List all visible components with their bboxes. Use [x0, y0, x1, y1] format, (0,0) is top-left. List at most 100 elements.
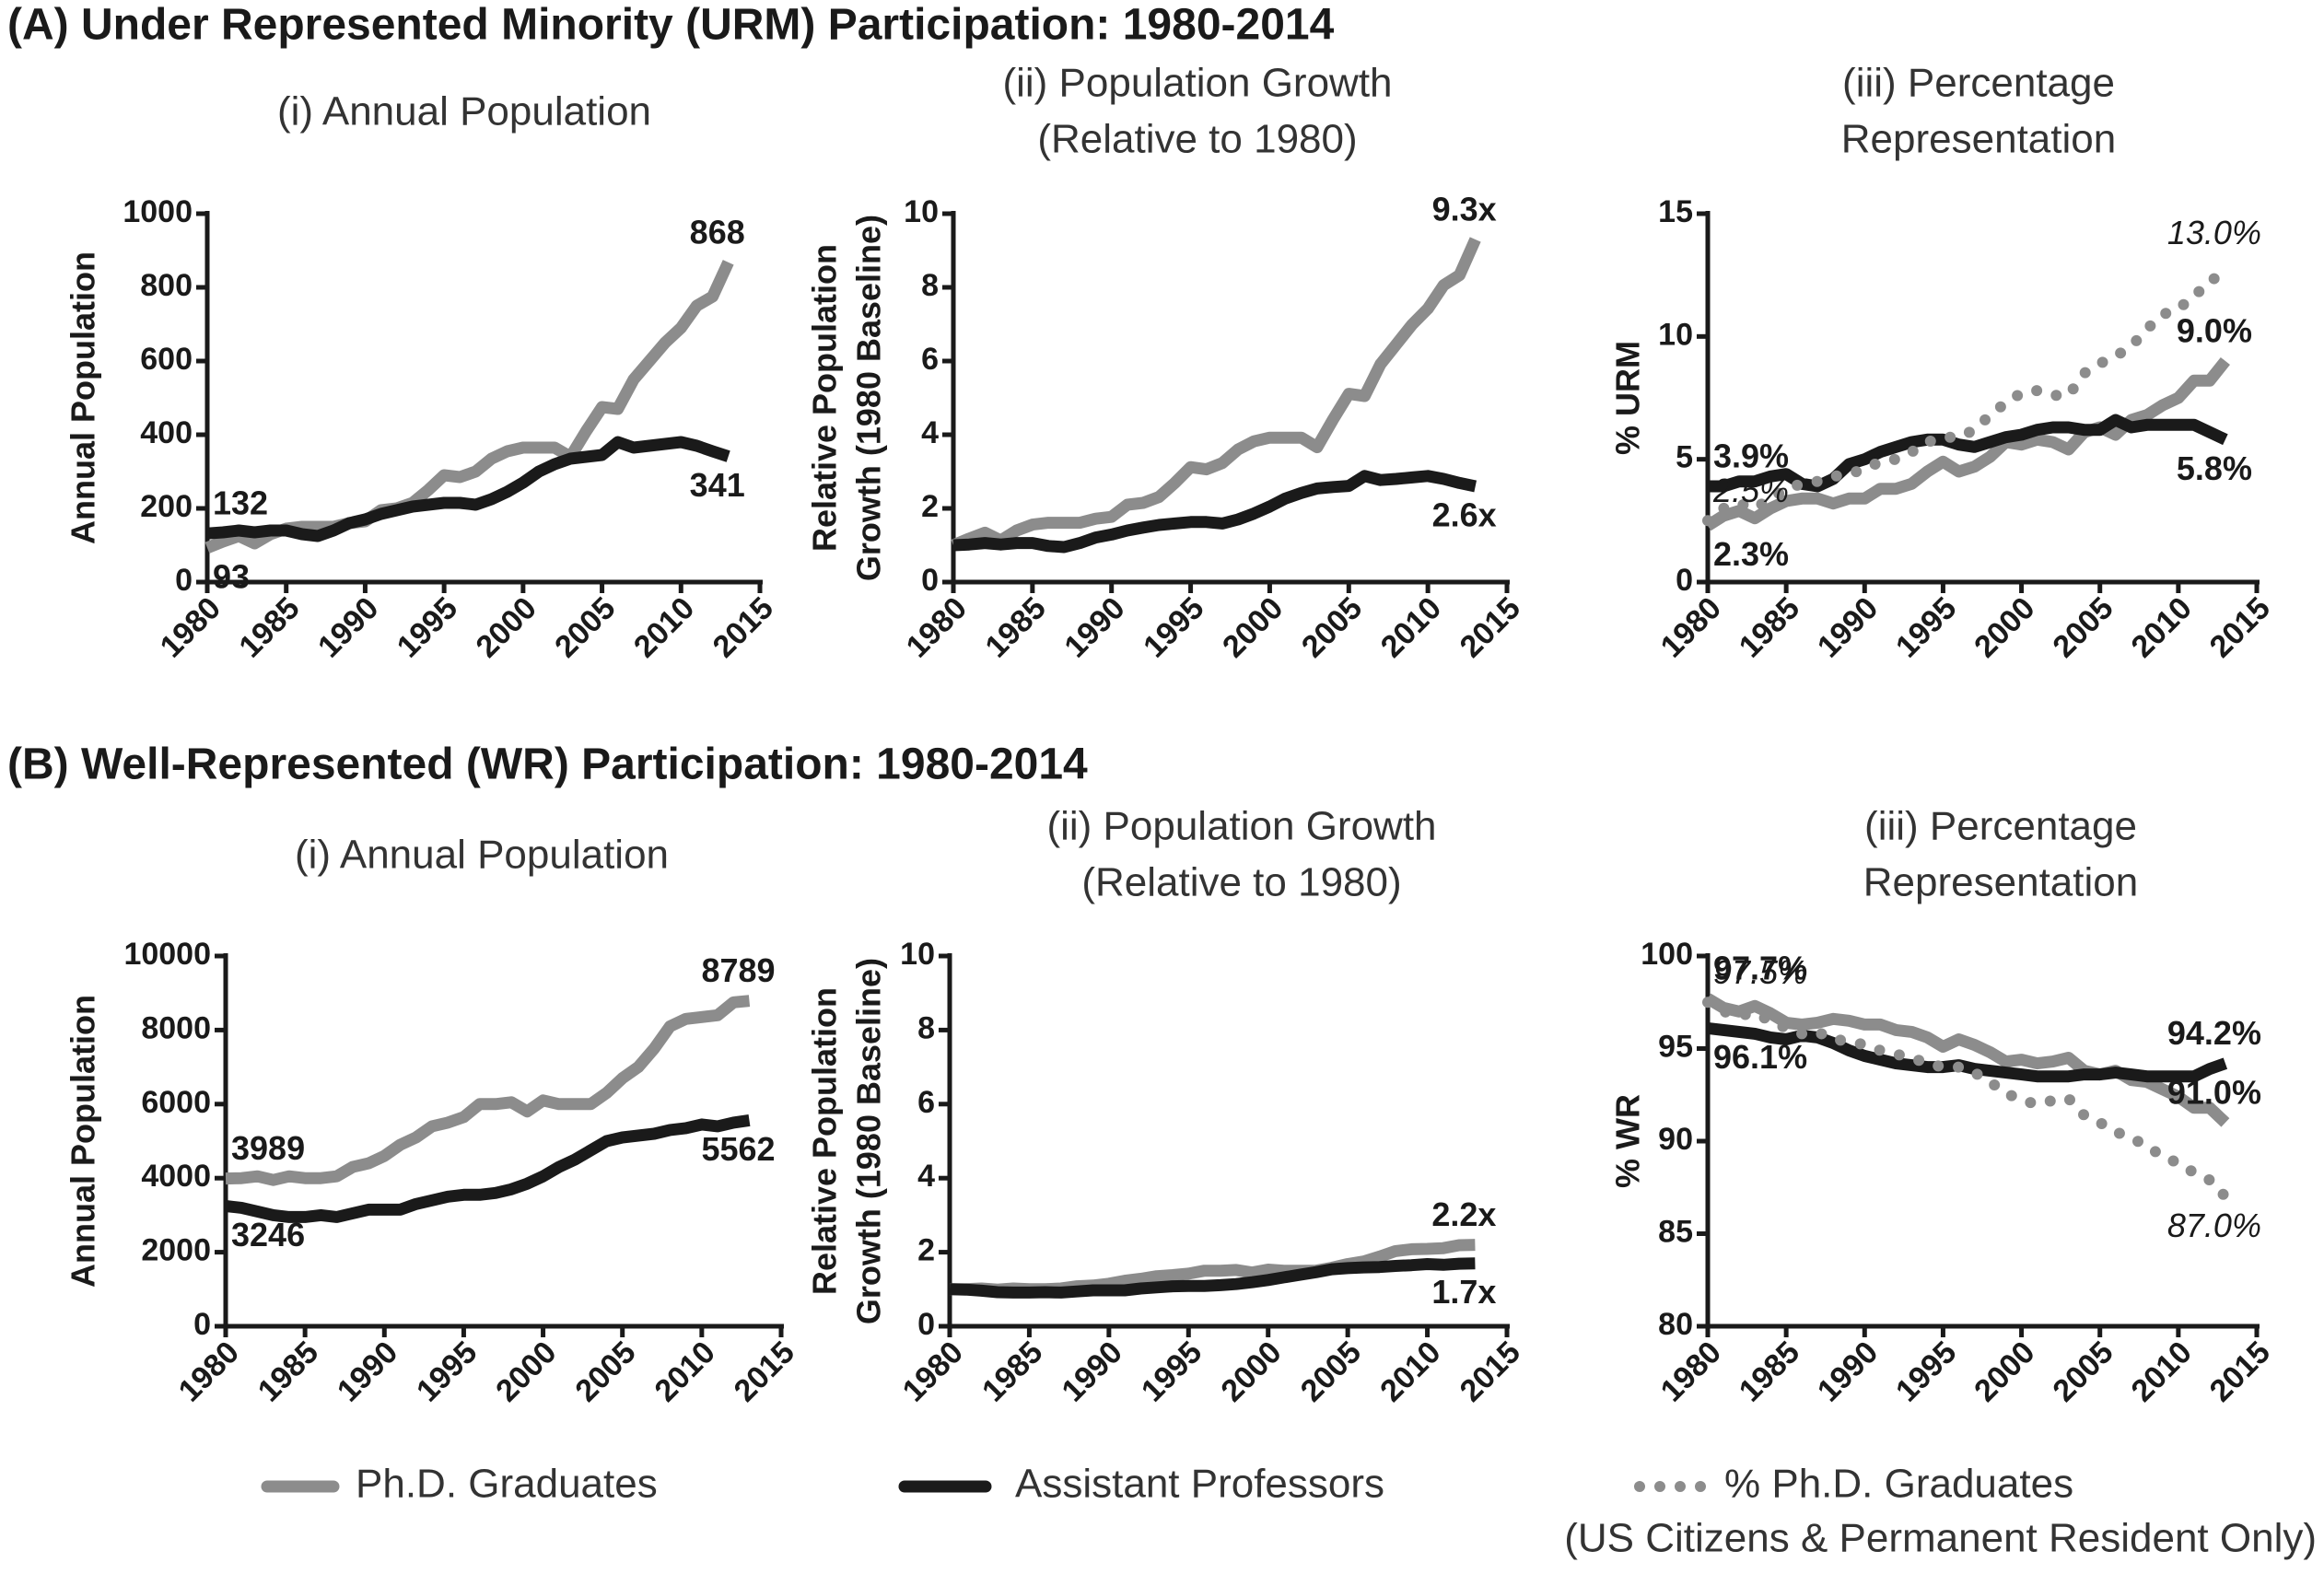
- series-line: [1704, 356, 2230, 531]
- x-tick-label: 1995: [1135, 1335, 1209, 1408]
- x-tick-label: 2005: [1295, 590, 1369, 664]
- series-line: [225, 1113, 751, 1223]
- y-tick-label: 95: [1658, 1029, 1693, 1064]
- x-tick-label: 2015: [1454, 1335, 1527, 1408]
- x-tick-label: 1980: [900, 590, 974, 664]
- chart-title: (ii) Population Growth: [1046, 804, 1436, 849]
- x-tick-label: 1980: [172, 1335, 246, 1408]
- y-tick-label: 85: [1658, 1214, 1693, 1249]
- value-label: 2.3%: [1713, 535, 1789, 573]
- x-tick-label: 2010: [1373, 1335, 1447, 1408]
- x-tick-label: 2005: [568, 1335, 642, 1408]
- value-label: 96.1%: [1713, 1038, 1807, 1076]
- y-tick-label: 6000: [141, 1085, 211, 1120]
- x-tick-label: 1995: [410, 1335, 484, 1408]
- value-label: 97.7%: [1713, 950, 1807, 987]
- x-tick-label: 2000: [1968, 1335, 2041, 1408]
- y-tick-label: 2: [921, 489, 939, 524]
- y-tick-label: 8: [921, 268, 939, 303]
- chart-title: (ii) Population Growth: [1002, 61, 1392, 106]
- value-label: 3989: [231, 1129, 305, 1167]
- y-tick-label: 800: [140, 268, 193, 303]
- series-line: [951, 237, 1481, 551]
- y-tick-label: 6: [921, 342, 939, 377]
- chart-title: Representation: [1841, 117, 2116, 162]
- value-label: 9.3x: [1432, 191, 1497, 228]
- y-tick-label: 15: [1658, 194, 1693, 229]
- y-tick-label: 10: [900, 937, 935, 972]
- y-tick-label: 0: [193, 1307, 211, 1342]
- series-line: [206, 436, 730, 542]
- legend-note: (US Citizens & Permanent Resident Only): [1564, 1516, 2317, 1561]
- y-tick-label: 600: [140, 342, 193, 377]
- y-tick-label: 10: [1658, 317, 1693, 352]
- x-tick-label: 2010: [2125, 590, 2199, 664]
- y-axis-label: Growth (1980 Baseline): [850, 215, 888, 581]
- x-tick-label: 2010: [627, 590, 701, 664]
- value-label: 1.7x: [1431, 1273, 1496, 1311]
- x-tick-label: 2000: [1968, 590, 2041, 664]
- value-label: 8789: [701, 951, 775, 989]
- x-tick-label: 2000: [489, 1335, 563, 1408]
- value-label: 93: [213, 557, 250, 595]
- value-label: 2.5%: [1712, 472, 1789, 509]
- y-tick-label: 8: [917, 1010, 935, 1045]
- chart-title: (Relative to 1980): [1037, 117, 1357, 162]
- series-line: [952, 470, 1477, 554]
- x-tick-label: 2005: [2046, 590, 2120, 664]
- x-tick-label: 1985: [232, 590, 306, 664]
- chart-title: (Relative to 1980): [1081, 860, 1401, 905]
- x-tick-label: 1995: [1137, 590, 1210, 664]
- x-tick-label: 1995: [391, 590, 464, 664]
- value-label: 97.5%: [1713, 953, 1807, 991]
- x-tick-label: 2015: [728, 1335, 801, 1408]
- value-label: 9.0%: [2177, 312, 2252, 350]
- value-label: 3246: [231, 1216, 305, 1253]
- x-tick-label: 1985: [979, 590, 1053, 664]
- y-tick-label: 0: [175, 563, 193, 598]
- y-axis-label: Annual Population: [64, 251, 102, 544]
- y-tick-label: 100: [1641, 937, 1693, 972]
- x-tick-label: 1995: [1889, 590, 1963, 664]
- value-label: 341: [690, 466, 745, 504]
- value-label: 2.6x: [1432, 496, 1497, 534]
- y-axis-label: Growth (1980 Baseline): [850, 958, 888, 1324]
- series-line: [1707, 1021, 2228, 1083]
- x-tick-label: 1990: [1056, 1335, 1129, 1408]
- y-axis-label: % URM: [1609, 341, 1647, 455]
- x-tick-label: 1980: [896, 1335, 970, 1408]
- x-tick-label: 2015: [707, 590, 780, 664]
- value-label: 94.2%: [2167, 1014, 2261, 1052]
- chart-title: (i) Annual Population: [277, 89, 651, 134]
- y-tick-label: 1000: [123, 194, 193, 229]
- section-heading: (B) Well-Represented (WR) Participation:…: [7, 740, 1088, 789]
- x-tick-label: 2015: [1454, 590, 1527, 664]
- series-line: [949, 1257, 1476, 1299]
- x-tick-label: 1985: [251, 1335, 325, 1408]
- value-label: 5.8%: [2177, 449, 2252, 487]
- x-tick-label: 2005: [1294, 1335, 1368, 1408]
- legend-label: Ph.D. Graduates: [356, 1462, 658, 1507]
- x-tick-label: 1985: [975, 1335, 1049, 1408]
- legend-label: % Ph.D. Graduates: [1724, 1462, 2073, 1507]
- y-axis-label: Annual Population: [64, 995, 102, 1288]
- chart-title: (iii) Percentage: [1842, 61, 2115, 106]
- y-axis-label: Relative Population: [806, 987, 844, 1295]
- chart-title: (iii) Percentage: [1864, 804, 2137, 849]
- y-tick-label: 4: [921, 415, 939, 450]
- x-tick-label: 1980: [154, 590, 228, 664]
- y-axis-label: % WR: [1609, 1094, 1647, 1188]
- x-tick-label: 1990: [1057, 590, 1131, 664]
- x-tick-label: 2000: [470, 590, 543, 664]
- x-tick-label: 1985: [1733, 1335, 1806, 1408]
- value-label: 13.0%: [2167, 214, 2261, 251]
- y-tick-label: 4000: [141, 1159, 211, 1194]
- x-tick-label: 2005: [2046, 1335, 2120, 1408]
- y-tick-label: 90: [1658, 1122, 1693, 1157]
- y-tick-label: 0: [917, 1307, 935, 1342]
- x-tick-label: 1980: [1654, 590, 1728, 664]
- legend-label: Assistant Professors: [1015, 1462, 1384, 1507]
- y-tick-label: 6: [917, 1085, 935, 1120]
- y-axis-label: Relative Population: [806, 244, 844, 552]
